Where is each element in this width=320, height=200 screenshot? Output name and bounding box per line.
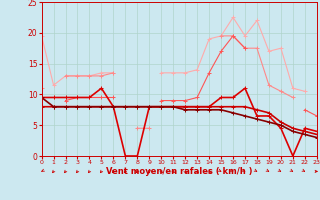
X-axis label: Vent moyen/en rafales ( km/h ): Vent moyen/en rafales ( km/h ) <box>106 167 252 176</box>
